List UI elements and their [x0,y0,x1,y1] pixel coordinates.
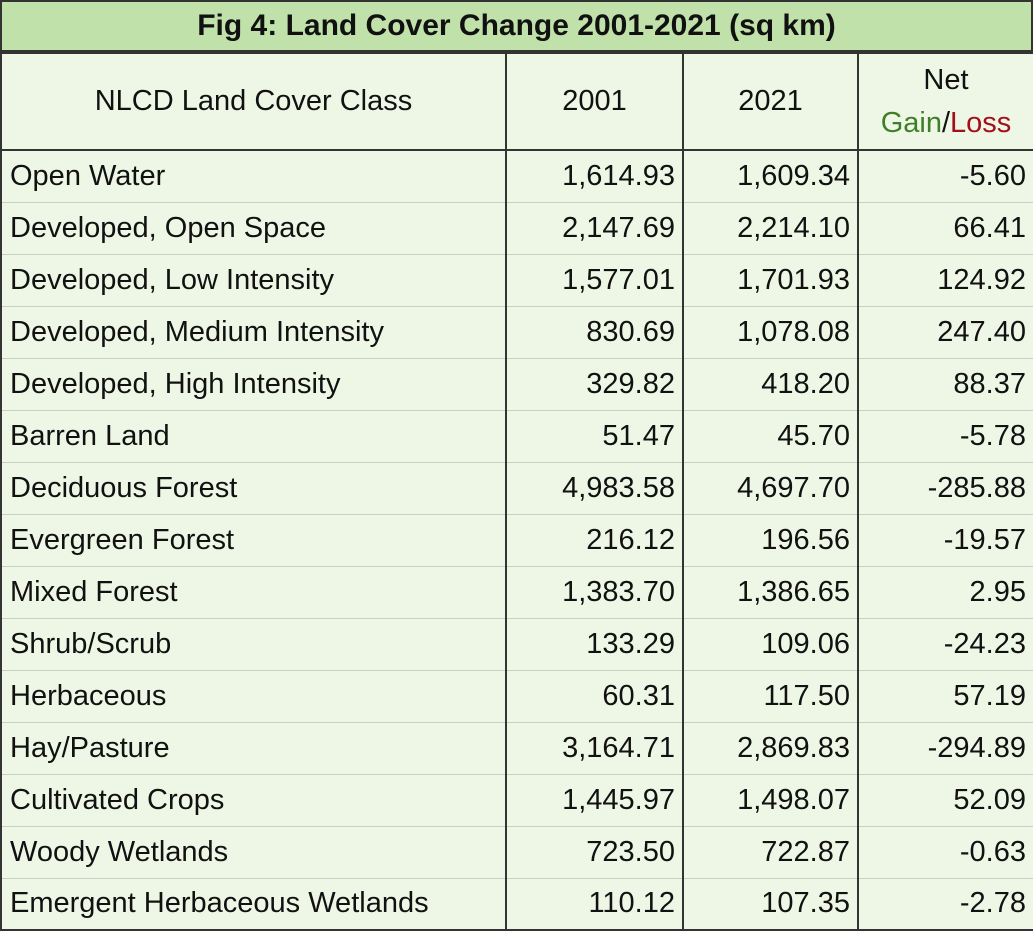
cell-2001: 4,983.58 [505,462,684,515]
cell-2021: 4,697.70 [682,462,859,515]
table-row: Developed, High Intensity 329.82 418.20 88.… [0,358,1033,411]
cell-2001: 60.31 [505,670,684,723]
cell-net: -285.88 [857,462,1033,515]
cell-net: -5.78 [857,410,1033,463]
cell-class: Developed, Medium Intensity [0,306,507,359]
header-net-sep: / [941,106,951,139]
cell-net: 66.41 [857,202,1033,255]
cell-class: Open Water [0,150,507,203]
header-net-top: Net [923,63,969,96]
cell-class: Developed, High Intensity [0,358,507,411]
cell-2001: 723.50 [505,826,684,879]
table-row: Evergreen Forest 216.12 196.56 -19.57 [0,514,1033,567]
table-row: Developed, Low Intensity 1,577.01 1,701.93… [0,254,1033,307]
figure-title: Fig 4: Land Cover Change 2001-2021 (sq k… [0,0,1033,52]
cell-class: Barren Land [0,410,507,463]
cell-2021: 1,498.07 [682,774,859,827]
cell-2001: 110.12 [505,878,684,931]
table-row: Herbaceous 60.31 117.50 57.19 [0,670,1033,723]
header-2021: 2021 [682,52,859,151]
cell-2001: 51.47 [505,410,684,463]
cell-net: -19.57 [857,514,1033,567]
cell-class: Cultivated Crops [0,774,507,827]
table-row: Open Water 1,614.93 1,609.34 -5.60 [0,150,1033,203]
cell-class: Deciduous Forest [0,462,507,515]
cell-class: Evergreen Forest [0,514,507,567]
cell-2021: 45.70 [682,410,859,463]
cell-class: Hay/Pasture [0,722,507,775]
cell-class: Mixed Forest [0,566,507,619]
cell-2001: 133.29 [505,618,684,671]
cell-2021: 2,869.83 [682,722,859,775]
cell-2021: 1,386.65 [682,566,859,619]
cell-2021: 107.35 [682,878,859,931]
table-row: Hay/Pasture 3,164.71 2,869.83 -294.89 [0,722,1033,775]
cell-2021: 117.50 [682,670,859,723]
cell-net: -294.89 [857,722,1033,775]
cell-2001: 1,577.01 [505,254,684,307]
cell-2021: 1,078.08 [682,306,859,359]
cell-net: -0.63 [857,826,1033,879]
cell-2021: 109.06 [682,618,859,671]
cell-net: 124.92 [857,254,1033,307]
table-row: Woody Wetlands 723.50 722.87 -0.63 [0,826,1033,879]
table-row: Mixed Forest 1,383.70 1,386.65 2.95 [0,566,1033,619]
cell-2021: 2,214.10 [682,202,859,255]
header-net-loss: Loss [950,106,1012,139]
cell-net: -2.78 [857,878,1033,931]
table-row: Developed, Medium Intensity 830.69 1,078.0… [0,306,1033,359]
cell-2001: 1,383.70 [505,566,684,619]
cell-net: 2.95 [857,566,1033,619]
cell-net: -24.23 [857,618,1033,671]
table-row: Barren Land 51.47 45.70 -5.78 [0,410,1033,463]
header-net: Net Gain/Loss [857,52,1033,151]
cell-2021: 1,609.34 [682,150,859,203]
header-net-bottom: Gain/Loss [859,102,1033,145]
table-row: Shrub/Scrub 133.29 109.06 -24.23 [0,618,1033,671]
cell-2001: 329.82 [505,358,684,411]
cell-2021: 196.56 [682,514,859,567]
cell-class: Developed, Open Space [0,202,507,255]
cell-2021: 722.87 [682,826,859,879]
cell-2001: 3,164.71 [505,722,684,775]
cell-class: Emergent Herbaceous Wetlands [0,878,507,931]
header-row: NLCD Land Cover Class 2001 2021 Net Gain… [0,52,1033,151]
cell-class: Developed, Low Intensity [0,254,507,307]
cell-2001: 1,445.97 [505,774,684,827]
cell-class: Woody Wetlands [0,826,507,879]
cell-net: 247.40 [857,306,1033,359]
cell-2001: 830.69 [505,306,684,359]
header-2001: 2001 [505,52,684,151]
table-body: Open Water 1,614.93 1,609.34 -5.60 Developed… [0,150,1033,931]
header-class: NLCD Land Cover Class [0,52,507,151]
land-cover-table: NLCD Land Cover Class 2001 2021 Net Gain… [0,52,1033,931]
cell-net: 88.37 [857,358,1033,411]
cell-2001: 1,614.93 [505,150,684,203]
header-net-gain: Gain [880,106,942,139]
cell-class: Shrub/Scrub [0,618,507,671]
cell-2001: 2,147.69 [505,202,684,255]
cell-class: Herbaceous [0,670,507,723]
table-row: Developed, Open Space 2,147.69 2,214.10 66.… [0,202,1033,255]
table-row: Emergent Herbaceous Wetlands 110.12 107.35… [0,878,1033,931]
cell-2021: 1,701.93 [682,254,859,307]
table-row: Cultivated Crops 1,445.97 1,498.07 52.09 [0,774,1033,827]
table-row: Deciduous Forest 4,983.58 4,697.70 -285.88 [0,462,1033,515]
cell-net: 52.09 [857,774,1033,827]
cell-net: -5.60 [857,150,1033,203]
cell-2021: 418.20 [682,358,859,411]
cell-2001: 216.12 [505,514,684,567]
cell-net: 57.19 [857,670,1033,723]
